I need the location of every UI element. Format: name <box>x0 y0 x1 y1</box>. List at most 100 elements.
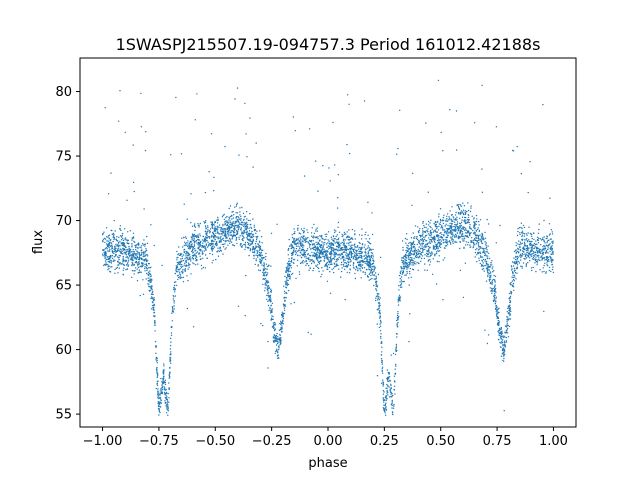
data-point <box>189 248 191 250</box>
data-point <box>360 238 363 240</box>
data-point <box>518 227 521 229</box>
data-point <box>425 234 427 237</box>
data-point <box>222 246 225 248</box>
data-point <box>467 202 469 204</box>
data-point <box>285 281 288 283</box>
data-point <box>525 249 527 252</box>
data-point <box>437 79 440 82</box>
data-point <box>301 245 303 248</box>
data-point <box>467 214 469 216</box>
data-point <box>430 254 432 256</box>
data-point <box>311 227 313 229</box>
data-point <box>253 251 255 254</box>
data-point <box>127 264 130 266</box>
data-point <box>329 247 331 249</box>
data-point <box>247 219 250 222</box>
data-point <box>504 350 506 352</box>
data-point <box>421 239 423 241</box>
data-point <box>114 268 116 271</box>
data-point <box>183 264 185 266</box>
data-point <box>380 382 383 384</box>
data-point <box>157 375 159 377</box>
data-point <box>303 175 306 177</box>
data-point <box>439 243 442 245</box>
data-point <box>154 321 156 323</box>
data-point <box>317 251 319 254</box>
data-point <box>161 264 163 267</box>
data-point <box>353 267 355 269</box>
data-point <box>316 246 319 248</box>
data-point <box>236 230 238 232</box>
data-point <box>318 249 321 251</box>
data-point <box>446 243 449 245</box>
data-point <box>313 254 315 257</box>
data-point <box>399 281 401 283</box>
data-point <box>434 224 436 226</box>
data-point <box>482 267 485 270</box>
data-point <box>267 340 269 343</box>
data-point <box>156 372 158 374</box>
data-point <box>311 258 313 261</box>
data-point <box>504 331 506 333</box>
data-point <box>122 260 124 262</box>
data-point <box>360 252 362 255</box>
data-point <box>250 226 252 228</box>
data-point <box>479 251 481 253</box>
data-point <box>157 380 159 383</box>
data-point <box>539 259 541 262</box>
data-point <box>236 216 238 218</box>
data-point <box>436 243 438 246</box>
data-point <box>169 375 171 378</box>
data-point <box>320 245 322 247</box>
data-point <box>338 249 340 251</box>
data-point <box>204 221 207 223</box>
data-point <box>290 303 292 305</box>
data-point <box>491 260 493 262</box>
data-point <box>310 241 312 243</box>
data-point <box>260 251 263 254</box>
data-point <box>493 287 495 290</box>
data-point <box>179 273 181 275</box>
data-point <box>238 223 241 225</box>
data-point <box>330 252 333 254</box>
data-point <box>547 252 549 254</box>
data-point <box>495 300 497 303</box>
data-point <box>297 229 299 231</box>
data-point <box>372 259 375 262</box>
data-point <box>493 300 495 303</box>
data-point <box>382 379 384 381</box>
data-point <box>125 250 128 253</box>
data-point <box>220 227 223 229</box>
data-point <box>382 393 385 395</box>
data-point <box>391 401 393 403</box>
data-point <box>476 234 479 236</box>
data-point <box>527 249 529 251</box>
data-point <box>406 244 408 246</box>
data-point <box>194 119 196 121</box>
data-point <box>541 250 543 252</box>
data-point <box>401 286 403 288</box>
data-point <box>137 244 140 246</box>
data-point <box>116 266 119 269</box>
data-point <box>213 246 216 248</box>
data-point <box>286 262 289 264</box>
data-point <box>208 243 210 245</box>
data-point <box>173 308 175 310</box>
data-point <box>313 262 316 264</box>
data-point <box>180 265 182 267</box>
data-point <box>222 214 224 217</box>
data-point <box>229 242 231 244</box>
data-point <box>457 205 460 208</box>
data-point <box>317 256 320 259</box>
data-point <box>354 258 356 261</box>
data-point <box>355 249 357 252</box>
data-point <box>370 256 373 259</box>
data-point <box>499 341 501 344</box>
data-point <box>476 247 478 250</box>
data-point <box>539 269 541 271</box>
data-point <box>421 255 424 257</box>
data-point <box>123 267 125 269</box>
data-point <box>453 236 456 238</box>
data-point <box>226 232 229 234</box>
data-point <box>526 254 529 256</box>
